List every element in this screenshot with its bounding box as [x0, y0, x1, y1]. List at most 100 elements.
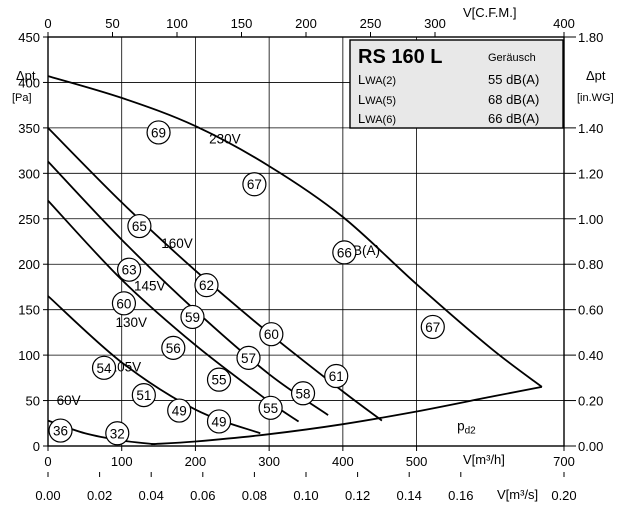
marker-value: 36: [53, 424, 68, 439]
marker-value: 49: [212, 414, 227, 429]
noise-level-marker: 65: [127, 213, 152, 239]
noise-level-marker: 61: [324, 363, 349, 389]
marker-circle: [131, 383, 156, 408]
marker-value: 67: [247, 177, 262, 192]
x-bottom2-tick-label: 0.08: [242, 488, 267, 503]
curve-label: 145V: [134, 279, 166, 294]
marker-value: 49: [172, 404, 187, 419]
x-bottom2-tick-label: 0.04: [139, 488, 164, 503]
noise-markers: 69 67 66 67 65 63 62 60 59 60 56 57 61 54 55 51 58 49 55 49…: [48, 120, 445, 446]
marker-circle: [420, 314, 445, 340]
marker-circle: [242, 172, 267, 197]
x-top-tick-label: 400: [553, 16, 575, 31]
noise-level-marker: 67: [420, 314, 445, 340]
axis-ticks: 0 100 200 300 400 500 700050100150200250300350…: [18, 16, 603, 503]
marker-value: 55: [263, 401, 278, 416]
marker-circle: [167, 398, 192, 423]
noise-level-marker: 67: [242, 172, 267, 197]
y-left-tick-label: 200: [18, 257, 40, 272]
marker-value: 56: [166, 341, 181, 356]
noise-level-marker: 55: [206, 367, 232, 392]
noise-level-marker: 55: [258, 395, 283, 420]
curve-label: 130V: [116, 315, 148, 330]
y-right-tick-label: 1.40: [578, 121, 603, 136]
bottom-axis-title: V[m³/h]: [463, 452, 505, 467]
noise-level-marker: 69: [146, 120, 171, 145]
noise-level-marker: 66: [332, 240, 357, 265]
marker-circle: [161, 335, 186, 360]
marker-circle: [146, 120, 171, 145]
marker-circle: [127, 213, 152, 239]
x-bottom-tick-label: 300: [258, 454, 280, 469]
marker-circle: [259, 322, 284, 347]
x-bottom2-tick-label: 0.16: [448, 488, 473, 503]
plot-frame: [47, 36, 565, 447]
marker-value: 67: [425, 320, 440, 335]
svg-text:55 dB(A): 55 dB(A): [488, 72, 539, 87]
noise-level-marker: 49: [167, 398, 192, 423]
marker-circle: [236, 345, 261, 370]
noise-level-marker: 32: [105, 421, 130, 446]
y-left-tick-label: 400: [18, 75, 40, 90]
pd2-label: pd2: [457, 419, 476, 437]
marker-circle: [194, 273, 219, 298]
noise-level-marker: 51: [131, 383, 156, 408]
noise-level-marker: 49: [206, 409, 232, 434]
noise-level-marker: 56: [161, 335, 186, 360]
marker-value: 51: [136, 388, 151, 403]
x-bottom2-tick-label: 0.06: [190, 488, 215, 503]
marker-value: 54: [97, 361, 113, 376]
y-right-tick-label: 1.00: [578, 212, 603, 227]
noise-level-marker: 62: [194, 273, 219, 298]
marker-circle: [48, 418, 73, 443]
x-bottom2-tick-label: 0.12: [345, 488, 370, 503]
marker-circle: [324, 363, 349, 389]
marker-circle: [91, 355, 117, 380]
marker-circle: [105, 421, 130, 446]
y-left-tick-label: 300: [18, 166, 40, 181]
marker-circle: [332, 240, 357, 265]
y-right-tick-label: 1.80: [578, 30, 603, 45]
marker-value: 63: [122, 263, 137, 278]
marker-value: 59: [185, 310, 200, 325]
marker-circle: [290, 381, 316, 406]
marker-circle: [116, 257, 142, 282]
curve-145v: [47, 160, 329, 416]
noise-level-marker: 59: [180, 304, 205, 330]
marker-value: 66: [337, 245, 352, 260]
x-top-tick-label: 150: [231, 16, 253, 31]
info-row: LWA(5) 68 dB(A): [358, 92, 539, 107]
y-right-tick-label: 0.60: [578, 303, 603, 318]
x-bottom-tick-label: 0: [44, 454, 51, 469]
marker-value: 62: [199, 278, 214, 293]
right-axis-unit: [in.WG]: [577, 92, 614, 104]
info-row: LWA(2) 55 dB(A): [358, 72, 539, 87]
curve-label: 230V: [209, 131, 241, 146]
left-axis-title: Δpt: [16, 68, 36, 83]
marker-value: 60: [264, 327, 279, 342]
marker-circle: [206, 409, 232, 434]
y-left-tick-label: 350: [18, 121, 40, 136]
curve-130v: [47, 199, 300, 423]
marker-value: 65: [132, 219, 147, 234]
marker-value: 57: [241, 351, 256, 366]
x-bottom-tick-label: 700: [553, 454, 575, 469]
marker-value: 61: [329, 369, 344, 384]
x-bottom-tick-label: 500: [406, 454, 428, 469]
y-left-tick-label: 450: [18, 30, 40, 45]
curve-label: 160V: [161, 236, 193, 251]
marker-value: 32: [110, 426, 125, 441]
x-bottom-tick-label: 200: [185, 454, 207, 469]
y-right-tick-label: 0.00: [578, 439, 603, 454]
marker-value: 58: [296, 386, 311, 401]
svg-text:LWA(2): LWA(2): [358, 72, 396, 87]
marker-circle: [206, 367, 232, 392]
svg-text:LWA(6): LWA(6): [358, 111, 396, 126]
x-top-tick-label: 200: [295, 16, 317, 31]
y-right-tick-label: 0.80: [578, 257, 603, 272]
curve-label: 60V: [57, 393, 81, 408]
x-bottom2-tick-label: 0.14: [397, 488, 422, 503]
x-top-tick-label: 50: [105, 16, 119, 31]
marker-circle: [111, 291, 137, 316]
